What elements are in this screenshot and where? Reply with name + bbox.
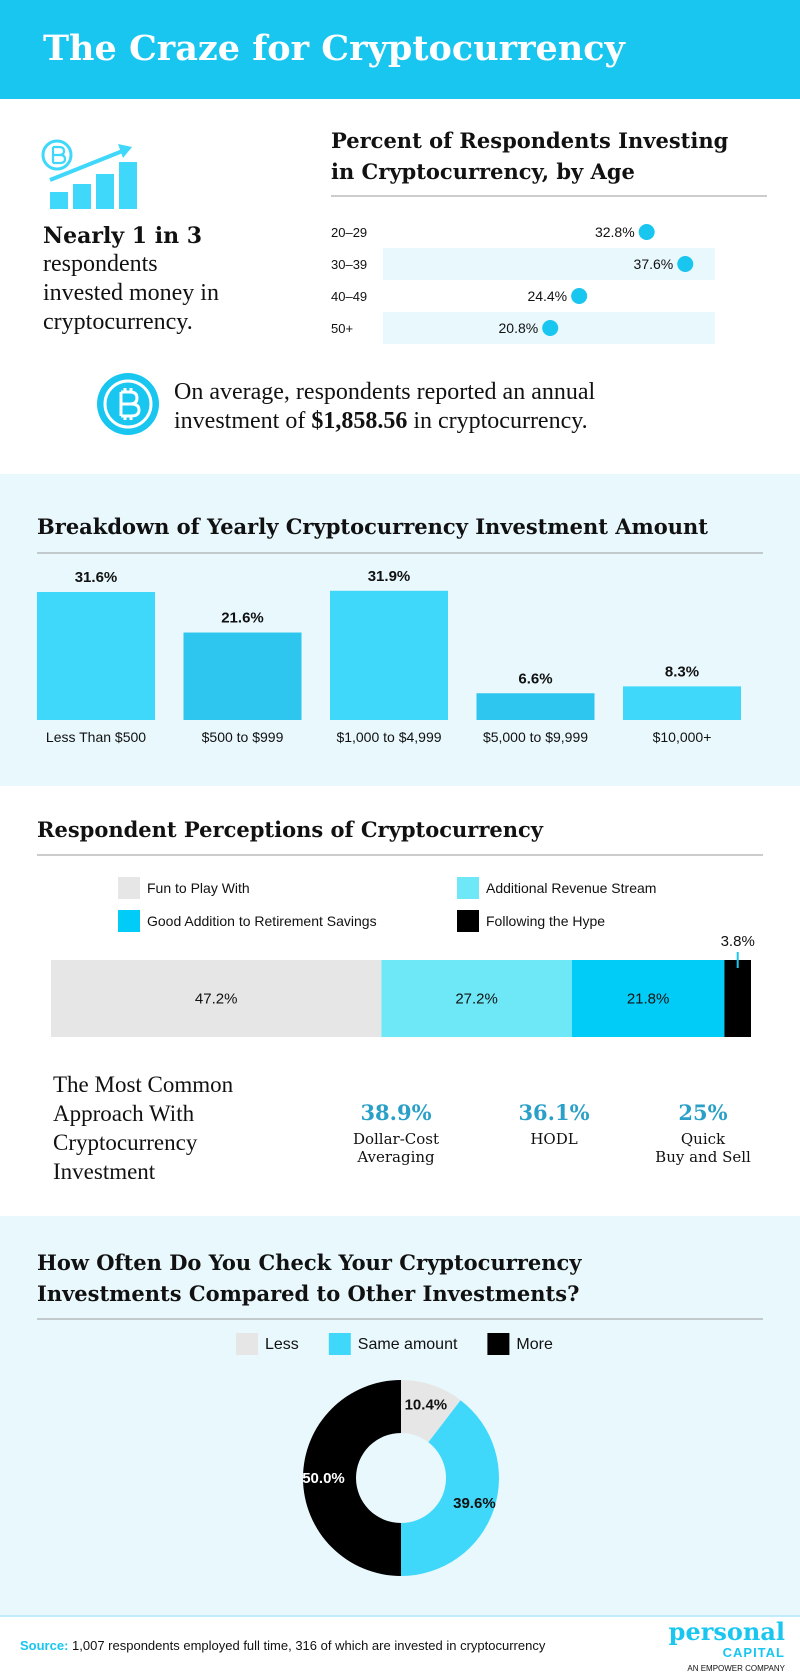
value-label: 27.2% <box>455 991 498 1008</box>
logo-name: personal <box>669 1617 785 1646</box>
highlight-line: respondents <box>43 251 158 277</box>
source-label: Source: <box>20 1638 68 1653</box>
legend-swatch <box>457 910 479 932</box>
value-label: 37.6% <box>634 256 674 272</box>
category-label: $500 to $999 <box>202 729 284 745</box>
legend-swatch <box>236 1333 258 1355</box>
highlight-bold: Nearly 1 in 3 <box>43 223 202 249</box>
category-label: 30–39 <box>331 257 367 272</box>
bitcoin-icon <box>97 373 159 435</box>
approach-label: Averaging <box>356 1148 435 1166</box>
bar-segment <box>381 960 572 1037</box>
chart-title: Respondent Perceptions of Cryptocurrency <box>37 817 544 842</box>
approach-value: 36.1% <box>518 1100 589 1125</box>
average-text: investment of <box>174 408 305 434</box>
value-label: 50.0% <box>302 1470 345 1487</box>
value-label: 21.8% <box>627 991 670 1008</box>
category-label: $10,000+ <box>653 729 712 745</box>
value-label: 10.4% <box>405 1397 448 1414</box>
approach-value: 38.9% <box>360 1100 431 1125</box>
legend-swatch <box>487 1333 510 1355</box>
bar <box>476 693 595 720</box>
approach-label: Buy and Sell <box>655 1148 751 1166</box>
dot <box>677 256 694 272</box>
chart-title: Investments Compared to Other Investment… <box>37 1281 579 1306</box>
value-label: 32.8% <box>595 224 635 240</box>
legend-label: Good Addition to Retirement Savings <box>147 913 377 929</box>
value-label: 6.6% <box>518 670 552 687</box>
value-label: 8.3% <box>665 663 699 680</box>
row-stripe <box>383 248 715 280</box>
value-label: 24.4% <box>527 288 567 304</box>
category-label: 20–29 <box>331 225 367 240</box>
approach-value: 25% <box>678 1100 727 1125</box>
bar-segment <box>51 960 382 1037</box>
approach-title: The Most Common <box>53 1072 234 1097</box>
page-title: The Craze for Cryptocurrency <box>43 28 627 69</box>
average-text: in cryptocurrency. <box>413 408 587 434</box>
category-label: $1,000 to $4,999 <box>336 729 441 745</box>
dot <box>638 224 655 240</box>
chart-title: Percent of Respondents Investing <box>331 128 729 153</box>
category-label: 50+ <box>331 321 353 336</box>
legend-label: More <box>516 1336 553 1353</box>
approach-title: Approach With <box>53 1101 195 1126</box>
legend-label: Same amount <box>358 1336 458 1353</box>
chart-title: How Often Do You Check Your Cryptocurren… <box>37 1250 582 1275</box>
category-label: $5,000 to $9,999 <box>483 729 588 745</box>
value-label: 39.6% <box>453 1495 496 1512</box>
category-label: 40–49 <box>331 289 367 304</box>
bar-segment <box>571 960 725 1037</box>
pie-slice <box>303 1380 401 1576</box>
chart-title: Breakdown of Yearly Cryptocurrency Inves… <box>37 514 708 539</box>
legend-label: Additional Revenue Stream <box>486 880 656 896</box>
source-text: 1,007 respondents employed full time, 31… <box>72 1638 546 1653</box>
approach-title: Cryptocurrency <box>53 1130 198 1155</box>
legend-label: Following the Hype <box>486 913 605 929</box>
growth-icon <box>41 139 137 209</box>
average-amount: $1,858.56 <box>311 408 407 434</box>
bar <box>330 590 448 720</box>
average-line: investment of $1,858.56 in cryptocurrenc… <box>174 408 588 434</box>
bar <box>37 592 155 720</box>
value-label: 3.8% <box>721 933 755 950</box>
approach-label: Quick <box>681 1130 726 1148</box>
category-label: Less Than $500 <box>46 729 146 745</box>
value-label: 31.9% <box>368 568 411 585</box>
header-band <box>0 0 800 99</box>
logo-sub: CAPITAL <box>723 1645 785 1660</box>
value-label: 21.6% <box>221 610 264 627</box>
highlight-line: invested money in <box>43 280 219 306</box>
bar <box>623 686 741 720</box>
pie-slice <box>401 1380 461 1443</box>
chart-title: in Cryptocurrency, by Age <box>331 159 635 184</box>
legend-swatch <box>457 877 479 899</box>
pie-slice <box>401 1400 499 1576</box>
approach-label: Dollar-Cost <box>353 1130 439 1148</box>
legend-label: Fun to Play With <box>147 880 250 896</box>
bar <box>183 632 302 720</box>
legend-label: Less <box>265 1336 299 1353</box>
approach-title: Investment <box>53 1159 156 1184</box>
approach-label: HODL <box>530 1130 577 1148</box>
dot <box>542 320 559 336</box>
value-label: 20.8% <box>499 320 539 336</box>
dot <box>571 288 588 304</box>
source-note: Source: 1,007 respondents employed full … <box>20 1638 546 1653</box>
value-label: 47.2% <box>195 991 238 1008</box>
legend-swatch <box>118 877 140 899</box>
legend-swatch <box>328 1333 351 1355</box>
logo-tagline: AN EMPOWER COMPANY <box>687 1664 785 1673</box>
highlight-line: cryptocurrency. <box>43 309 193 335</box>
bar-segment <box>724 960 751 1037</box>
average-line: On average, respondents reported an annu… <box>174 379 595 405</box>
legend-swatch <box>118 910 140 932</box>
approach-section: The Most Common Approach With Cryptocurren… <box>53 1072 751 1184</box>
value-label: 31.6% <box>75 569 118 586</box>
